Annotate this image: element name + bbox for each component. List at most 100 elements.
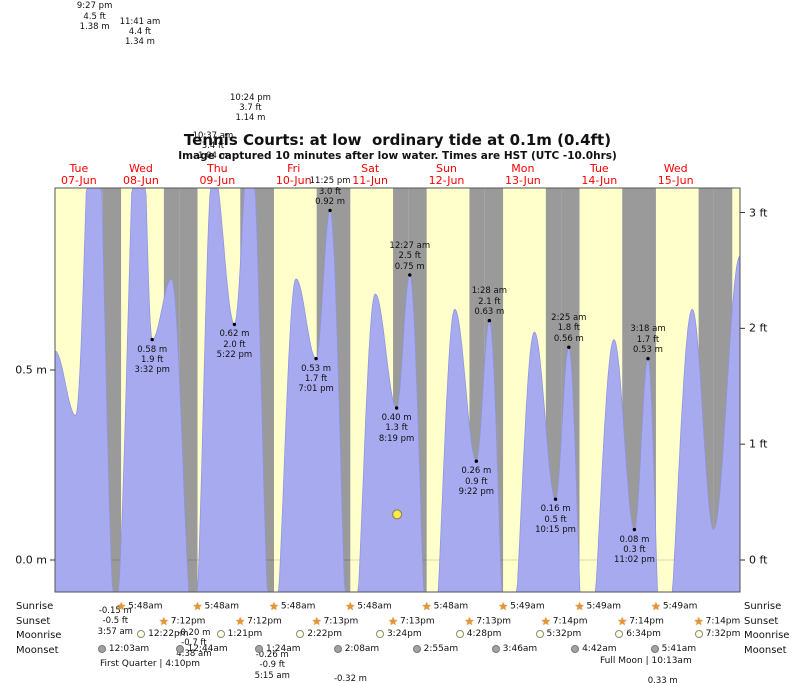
moonset-moon-icon	[650, 645, 659, 653]
tide-extreme-dot	[487, 318, 492, 323]
moonrise-moon-icon	[694, 630, 703, 638]
tide-extreme-dot	[646, 356, 650, 361]
moonset-item: 2:55am	[412, 644, 459, 655]
full-moon-note: Full Moon | 10:13am	[600, 656, 692, 666]
tide-annotation-low: 0.16 m 0.5 ft 10:15 pm	[535, 504, 576, 535]
tide-annotation-low: 0.26 m 0.9 ft 9:22 pm	[458, 466, 495, 497]
sunrise-star-icon: ★	[345, 600, 356, 613]
moonset-time: 4:42am	[582, 644, 617, 654]
moonset-item: 2:08am	[333, 644, 380, 655]
moonrise-time: 6:34pm	[626, 629, 661, 639]
tide-annotation-neg: -0.26 m -0.9 ft 5:15 am	[254, 650, 290, 681]
legend-row-label-sunrise: Sunrise	[16, 601, 54, 612]
sunset-star-icon: ★	[540, 615, 551, 628]
sunset-item: ★ 7:14pm	[694, 615, 741, 628]
sunset-item: ★ 7:14pm	[617, 615, 664, 628]
sunset-item: ★ 7:12pm	[159, 615, 206, 628]
tide-annotation-low: 0.62 m 2.0 ft 5:22 pm	[216, 329, 253, 361]
tide-extreme-dot	[567, 345, 571, 349]
tide-annotation-high: 2:25 am 1.8 ft 0.56 m	[551, 313, 587, 344]
moonrise-item: 7:32pm	[694, 629, 740, 640]
day-date: 13-Jun	[505, 173, 541, 187]
tide-annotation-high: 3:18 am 1.7 ft 0.53 m	[630, 324, 666, 356]
day-name: Sat	[361, 162, 380, 175]
chart-subtitle: Image captured 10 minutes after low wate…	[178, 150, 617, 162]
sunset-item: ★ 7:13pm	[312, 615, 359, 628]
sunrise-item: ★ 5:48am	[116, 600, 162, 613]
y-axis-right-label: 0 ft	[749, 553, 768, 567]
sunset-time: 7:12pm	[247, 616, 282, 627]
moonrise-time: 2:22pm	[307, 629, 342, 639]
sunrise-time: 5:49am	[586, 601, 622, 612]
day-name: Thu	[206, 162, 228, 175]
sunset-time: 7:13pm	[476, 616, 512, 627]
moonrise-item: 2:22pm	[296, 629, 342, 640]
day-name: Sun	[436, 162, 457, 175]
tide-extreme-dot	[408, 273, 412, 277]
tide-annotation-high: 11:25 pm 3.0 ft 0.92 m	[309, 176, 351, 207]
tide-annotation-low: 0.40 m 1.3 ft 8:19 pm	[378, 413, 415, 444]
moonset-item: 12:03am	[97, 644, 149, 655]
y-axis-left-label: 0.5 m	[15, 363, 47, 377]
moonrise-time: 3:24pm	[386, 629, 422, 639]
tide-extreme-dot	[394, 406, 399, 410]
day-label: Thu 09-Jun	[199, 163, 235, 186]
moonset-moon-icon	[571, 645, 580, 653]
day-date: 10-Jun	[275, 173, 312, 187]
sunset-star-icon: ★	[617, 615, 628, 628]
first-quarter-note: First Quarter | 4:10pm	[100, 659, 201, 669]
tide-curve-area	[55, 188, 740, 592]
sunrise-star-icon: ★	[116, 600, 127, 613]
day-date: 08-Jun	[123, 173, 159, 187]
day-name: Wed	[128, 162, 153, 175]
tide-annotation-high: 9:27 pm 4.5 ft 1.38 m	[76, 1, 113, 33]
legend-row-label-sunset-right: Sunset	[744, 616, 779, 627]
sunrise-time: 5:48am	[357, 601, 392, 612]
legend-row-label-moonset: Moonset	[16, 645, 59, 656]
sunset-item: ★ 7:13pm	[464, 615, 511, 628]
tide-annotation-neg: -0.32 m	[333, 674, 367, 683]
sunrise-item: ★ 5:49am	[498, 600, 544, 613]
sunset-time: 7:14pm	[705, 616, 741, 627]
day-label: Tue 07-Jun	[61, 163, 97, 186]
moonrise-moon-icon	[296, 630, 305, 638]
capture-level-marker	[392, 509, 403, 520]
sunrise-time: 5:48am	[433, 601, 469, 612]
day-date: 12-Jun	[428, 173, 465, 187]
day-name: Tue	[69, 162, 89, 175]
day-date: 11-Jun	[352, 173, 389, 187]
moonset-item: 12:44am	[176, 644, 228, 655]
moonset-time: 2:55am	[423, 644, 459, 654]
sunrise-item: ★ 5:49am	[651, 600, 697, 613]
tide-extreme-dot	[150, 337, 154, 342]
moonset-moon-icon	[333, 645, 342, 653]
moonrise-moon-icon	[375, 630, 384, 638]
moonrise-time: 5:32pm	[546, 629, 582, 639]
sunrise-time: 5:48am	[128, 601, 163, 612]
tide-annotation-low: 0.53 m 1.7 ft 7:01 pm	[298, 363, 334, 395]
legend-row-label-moonrise-right: Moonrise	[744, 630, 790, 641]
tide-extreme-dot	[553, 497, 558, 501]
sunset-star-icon: ★	[464, 615, 475, 628]
sunrise-star-icon: ★	[192, 600, 203, 613]
tide-annotation-high: 12:27 am 2.5 ft 0.75 m	[389, 240, 431, 272]
sunrise-item: ★ 5:48am	[422, 600, 468, 613]
moonset-time: 2:08am	[344, 644, 380, 654]
moonset-moon-icon	[491, 645, 500, 653]
sunset-star-icon: ★	[158, 615, 169, 628]
y-axis-left-label: 0.0 m	[15, 553, 47, 567]
moonset-time: 5:41am	[661, 644, 697, 654]
moonrise-moon-icon	[455, 630, 464, 638]
sunrise-time: 5:49am	[662, 601, 698, 612]
day-name: Wed	[663, 162, 688, 175]
tide-annotation-high: 11:41 am 4.4 ft 1.34 m	[119, 16, 161, 48]
day-label: Mon 13-Jun	[505, 163, 541, 186]
sunset-time: 7:13pm	[323, 616, 359, 627]
day-name: Mon	[511, 162, 535, 175]
tide-annotation-neg: 0.33 m	[647, 676, 678, 683]
plot-border	[54, 187, 741, 593]
day-label: Fri 10-Jun	[276, 163, 312, 186]
sunset-star-icon: ★	[235, 615, 246, 628]
